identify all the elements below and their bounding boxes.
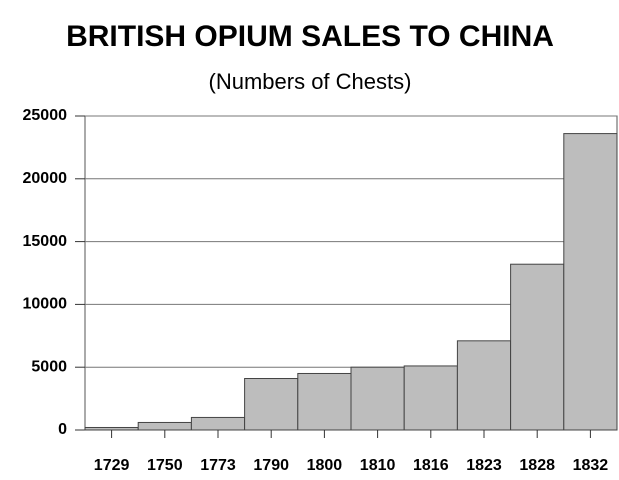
y-tick-label: 20000 xyxy=(23,170,68,187)
bar xyxy=(190,416,246,431)
x-tick-label: 1832 xyxy=(573,457,609,474)
x-tick-label: 1816 xyxy=(413,457,449,474)
x-tick-label: 1823 xyxy=(466,457,502,474)
bar xyxy=(244,378,299,431)
x-tick-label: 1800 xyxy=(307,457,343,474)
x-tick-label: 1773 xyxy=(200,457,236,474)
x-tick-label: 1729 xyxy=(94,457,130,474)
bar xyxy=(403,365,458,431)
bar xyxy=(456,340,512,431)
chart-subtitle: (Numbers of Chests) xyxy=(209,69,412,94)
x-tick-label: 1810 xyxy=(360,457,396,474)
x-tick-label: 1750 xyxy=(147,457,183,474)
bar xyxy=(510,263,565,431)
bar xyxy=(137,421,192,431)
y-tick-label: 15000 xyxy=(23,233,68,250)
x-tick-label: 1790 xyxy=(253,457,289,474)
bar xyxy=(350,366,405,431)
bar xyxy=(563,133,618,431)
bar xyxy=(84,426,139,431)
x-tick-label: 1828 xyxy=(519,457,555,474)
y-tick-label: 0 xyxy=(58,421,67,438)
y-tick-label: 10000 xyxy=(23,296,68,313)
y-tick-label: 5000 xyxy=(31,358,67,375)
chart-title: BRITISH OPIUM SALES TO CHINA xyxy=(66,20,554,53)
bar xyxy=(297,372,352,431)
y-tick-label: 25000 xyxy=(23,107,68,124)
